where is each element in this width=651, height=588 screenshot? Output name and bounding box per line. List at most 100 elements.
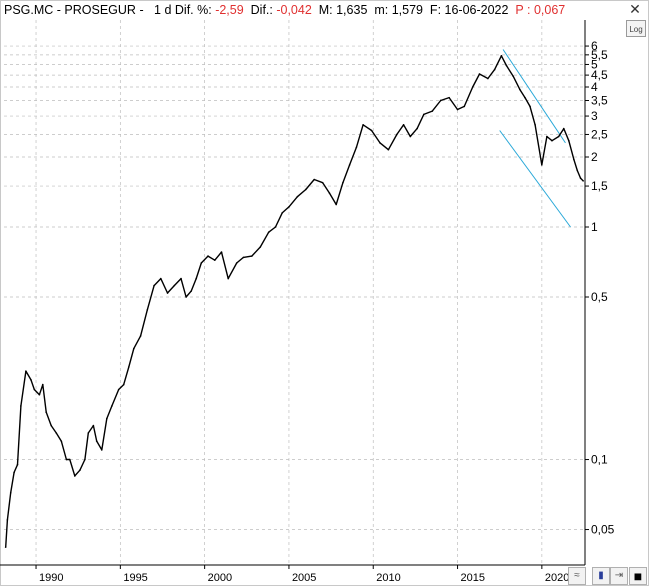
price-point: [529, 105, 531, 108]
price-point: [139, 335, 142, 337]
price-point: [13, 471, 15, 474]
y-tick-label: 4: [591, 80, 598, 94]
price-point: [84, 458, 86, 461]
price-point: [568, 139, 570, 142]
price-label: P :: [508, 3, 534, 17]
price-point: [296, 195, 299, 198]
price-point: [25, 370, 27, 372]
price-point: [288, 206, 290, 208]
price-point: [524, 96, 526, 99]
price-point: [213, 259, 216, 261]
dif-pct-label: Dif. %:: [171, 3, 216, 17]
period: 1 d: [154, 3, 172, 17]
x-tick-label: 1995: [123, 572, 147, 584]
grid: [4, 20, 585, 565]
price-point: [65, 458, 68, 461]
y-tick-label: 3,5: [591, 93, 608, 107]
price-point: [190, 290, 192, 292]
y-tick-label: 1,5: [591, 179, 608, 193]
price-point: [30, 379, 32, 381]
price-point: [74, 475, 76, 477]
price-point: [9, 491, 12, 494]
y-tick-label: 0,05: [591, 523, 615, 537]
x-tick-label: 2000: [208, 572, 232, 584]
price-point: [111, 405, 113, 407]
price-point: [133, 347, 135, 350]
price-point: [4, 546, 7, 548]
symbol: PSG.MC: [4, 3, 54, 17]
price-point: [259, 246, 262, 248]
price-point: [328, 192, 331, 194]
price-point: [55, 432, 58, 434]
quote-header: PSG.MC - PROSEGUR - 1 d Dif. %: -2,59 Di…: [4, 3, 565, 17]
save-icon[interactable]: ▮: [592, 567, 610, 585]
price-point: [106, 417, 108, 420]
dif-label: Dif.:: [243, 3, 277, 17]
price-point: [267, 231, 270, 233]
price-point: [227, 277, 230, 280]
price-point: [582, 180, 584, 182]
price-point: [546, 135, 548, 138]
price-point: [416, 127, 418, 130]
trend-line: [499, 130, 571, 228]
log-scale-button[interactable]: Log: [626, 20, 646, 37]
price-point: [576, 169, 579, 172]
price-point: [487, 77, 489, 80]
price-point: [160, 277, 162, 280]
x-tick-label: 2005: [292, 572, 316, 584]
price-point: [100, 449, 103, 451]
price-point: [38, 393, 41, 396]
price-point: [68, 458, 71, 461]
price-point: [500, 54, 503, 57]
y-tick-label: 3: [591, 109, 598, 123]
y-tick-label: 6: [591, 39, 598, 53]
y-tick-label: 0,5: [591, 290, 608, 304]
y-tick-label: 2,5: [591, 127, 608, 141]
price-point: [396, 133, 398, 136]
price-point: [242, 256, 245, 259]
expand-icon[interactable]: ⇥: [610, 567, 628, 585]
price-point: [41, 383, 44, 386]
price-point: [79, 469, 81, 471]
date-value: 16-06-2022: [444, 3, 509, 17]
x-tick-label: 2020: [545, 572, 569, 584]
price-point: [220, 251, 223, 253]
price-point: [95, 440, 98, 442]
price-point: [117, 388, 120, 391]
price-point: [551, 139, 553, 142]
trend-lines: [499, 49, 571, 228]
price-point: [505, 64, 508, 67]
price-point: [335, 203, 337, 206]
min-value: 1,579: [391, 3, 423, 17]
price-point: [463, 105, 466, 108]
price-point: [127, 366, 130, 368]
dif-pct-value: -2,59: [215, 3, 244, 17]
close-button[interactable]: ✕: [629, 1, 641, 17]
price-point: [6, 519, 9, 521]
price-point: [92, 424, 95, 427]
price-point: [562, 127, 565, 130]
dif-value: -0,042: [276, 3, 312, 17]
y-tick-label: 5,5: [591, 48, 608, 62]
price-point: [195, 277, 198, 280]
price-point: [321, 181, 324, 184]
price-point: [478, 73, 481, 75]
min-label: m:: [367, 3, 392, 17]
price-point: [379, 142, 381, 144]
price-point: [200, 262, 203, 264]
axis: 65,554,543,5 3 2,5 2 1,5 1 0,5 0,1 0,05 1990 1995 2…: [0, 20, 615, 584]
indicator-toggle-icon[interactable]: ≈: [568, 567, 586, 585]
price-point: [122, 383, 125, 386]
color-swatch[interactable]: ■: [629, 567, 647, 585]
price-point: [409, 135, 412, 138]
y-tick-label: 5: [591, 57, 598, 71]
price-point: [251, 255, 253, 257]
price-point: [16, 463, 19, 466]
price-point: [387, 148, 390, 151]
price-point: [45, 411, 47, 413]
price-point: [456, 108, 459, 111]
price-point: [33, 388, 36, 391]
price-point: [20, 405, 22, 407]
